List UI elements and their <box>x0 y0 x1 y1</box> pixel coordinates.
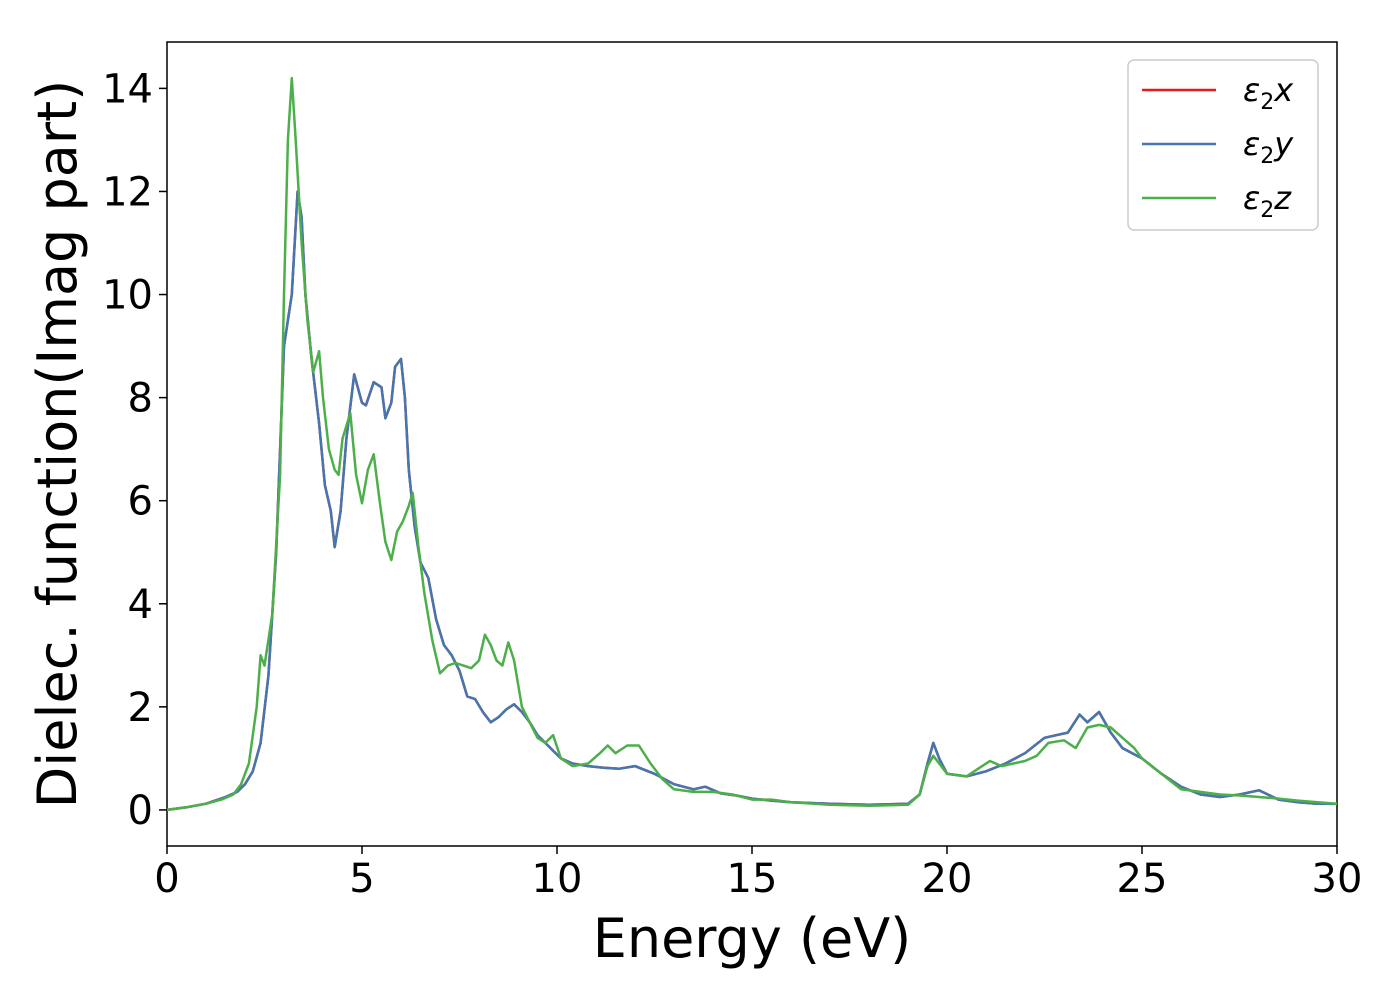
legend-label-x: ε2x <box>1243 71 1294 115</box>
y-tick-label: 14 <box>102 66 153 112</box>
series-layer <box>166 76 1338 812</box>
x-tick-label: 5 <box>349 856 374 902</box>
y-tick-label: 12 <box>102 169 153 215</box>
y-tick-label: 8 <box>128 376 153 422</box>
legend-label-z: ε2z <box>1243 179 1292 223</box>
x-tick-label: 20 <box>922 856 973 902</box>
x-tick-label: 10 <box>532 856 583 902</box>
x-tick-label: 25 <box>1117 856 1168 902</box>
x-tick-label: 0 <box>154 856 179 902</box>
y-axis: 0 2 4 6 8 10 12 14 <box>102 66 167 834</box>
legend: ε2x ε2y ε2z <box>1127 59 1319 231</box>
y-tick-label: 2 <box>128 685 153 731</box>
series-line-y <box>166 190 1337 812</box>
y-tick-label: 10 <box>102 273 153 319</box>
legend-label-y: ε2y <box>1243 125 1294 169</box>
y-tick-label: 6 <box>128 479 153 525</box>
x-tick-label: 30 <box>1312 856 1363 902</box>
y-tick-label: 0 <box>128 788 153 834</box>
x-axis-title: Energy (eV) <box>593 907 912 970</box>
y-tick-label: 4 <box>128 582 153 628</box>
legend-box <box>1127 59 1319 231</box>
series-line-z <box>166 76 1338 812</box>
y-axis-title: Dielec. function(Imag part) <box>26 80 89 809</box>
x-tick-label: 15 <box>727 856 778 902</box>
x-axis: 0 5 10 15 20 25 30 <box>154 846 1362 902</box>
